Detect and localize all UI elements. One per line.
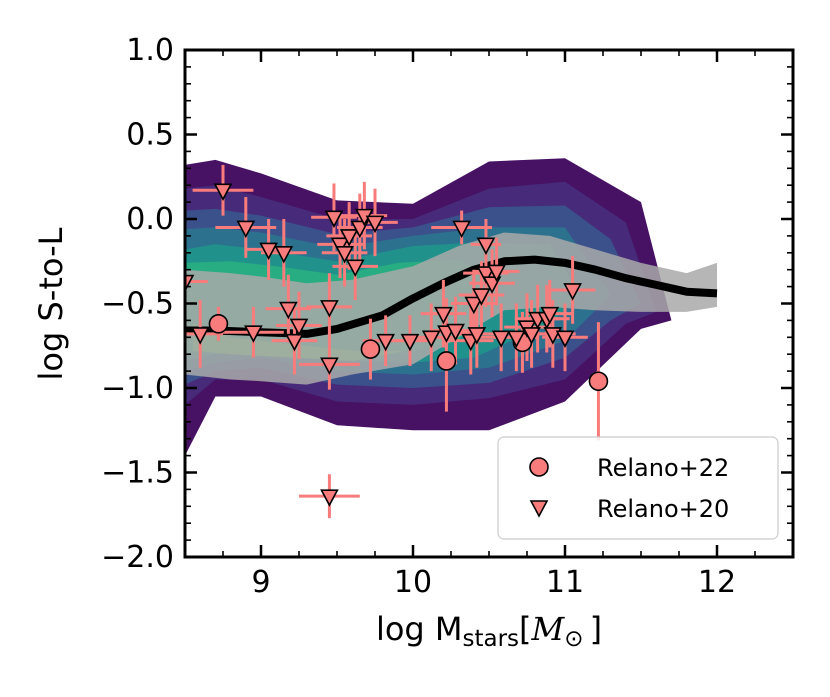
relano20-point-22 — [320, 489, 339, 507]
relano20-point-12 — [324, 210, 344, 229]
y-tick-label-3: −0.5 — [101, 287, 174, 322]
relano20-point-24 — [434, 306, 453, 325]
relano20-point-3 — [236, 220, 256, 239]
relano20-point-15 — [339, 229, 359, 247]
legend-box — [497, 436, 779, 540]
legend-marker-relano20 — [529, 500, 549, 518]
relano20-point-21 — [400, 333, 420, 352]
relano20-point-6 — [274, 246, 294, 264]
x-axis-label-subscript: stars — [463, 626, 520, 652]
x-tick-label-0: 9 — [251, 565, 270, 600]
x-axis-label-bracket-close: ] — [590, 610, 602, 648]
relano20-point-45 — [563, 283, 582, 301]
relano22-point-2 — [436, 351, 457, 371]
relano22-point-1 — [360, 339, 381, 359]
x-tick-label-2: 11 — [546, 565, 584, 600]
relano20-point-39 — [522, 327, 541, 345]
x-tick-label-3: 12 — [698, 565, 736, 600]
relano20-point-4 — [244, 325, 263, 343]
relano20-point-11 — [320, 300, 339, 318]
plot-frame — [183, 48, 795, 559]
relano20-point-23 — [421, 330, 441, 348]
y-tick-label-4: 0.0 — [126, 202, 174, 237]
x-axis-label-main: log M — [376, 610, 463, 648]
relano22-point-4 — [588, 371, 609, 392]
relano22-point-0 — [208, 313, 229, 334]
relano20-point-16 — [345, 259, 365, 278]
relano20-point-30 — [467, 327, 487, 345]
y-axis-label: log S-to-L — [32, 227, 70, 380]
y-tick-label-5: 0.5 — [126, 118, 174, 153]
relano20-point-7 — [279, 301, 298, 320]
relano20-point-36 — [491, 330, 511, 348]
y-tick-label-1: −1.5 — [101, 456, 174, 491]
legend-marker-relano22 — [529, 457, 549, 477]
x-axis-label-bracket-open: [ — [519, 610, 531, 648]
relano20-point-33 — [476, 237, 496, 256]
relano20-point-35 — [487, 264, 506, 283]
relano20-point-13 — [330, 237, 350, 256]
relano20-point-27 — [452, 220, 471, 239]
x-tick-label-1: 10 — [394, 565, 432, 600]
x-axis-label-unit-subscript: ⊙ — [564, 626, 583, 652]
legend-label-relano20: Relano+20 — [597, 495, 729, 523]
relano20-point-37 — [507, 330, 526, 348]
legend-label-relano22: Relano+22 — [597, 454, 729, 482]
relano20-point-14 — [335, 246, 354, 264]
data-markers — [185, 183, 609, 507]
relano20-point-2 — [190, 327, 210, 345]
relano20-point-42 — [540, 306, 560, 325]
y-tick-label-0: −2.0 — [101, 540, 174, 575]
legend: Relano+22 Relano+20 — [497, 436, 779, 540]
relano20-point-9 — [289, 318, 309, 337]
y-tick-label-2: −1.0 — [101, 371, 174, 406]
relano20-point-31 — [472, 288, 491, 306]
relano20-point-26 — [446, 323, 465, 342]
relano20-point-44 — [555, 330, 575, 348]
relano20-point-5 — [259, 242, 278, 261]
relano20-point-10 — [320, 357, 339, 376]
x-axis-label: log Mstars[M⊙] — [376, 610, 602, 652]
relano20-point-8 — [285, 333, 304, 352]
relano20-point-1 — [213, 183, 233, 201]
x-axis-label-unit: M — [531, 610, 566, 648]
relano20-point-32 — [476, 266, 496, 284]
relano20-point-19 — [365, 215, 385, 234]
plot-area — [185, 158, 718, 519]
relano20-point-20 — [376, 333, 395, 352]
y-tick-label-6: 1.0 — [126, 33, 174, 68]
relano20-point-29 — [464, 296, 484, 315]
